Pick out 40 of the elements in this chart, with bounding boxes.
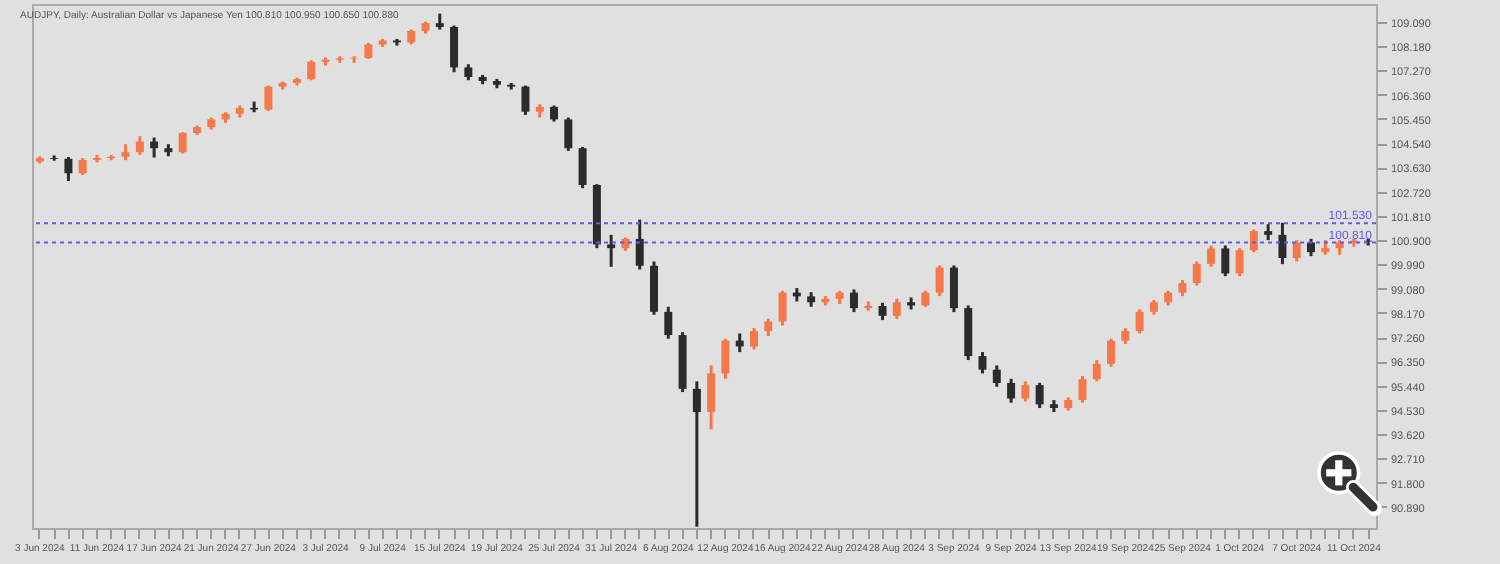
candlestick	[1278, 221, 1287, 266]
candlestick	[707, 363, 716, 431]
candlestick	[264, 84, 273, 113]
candlestick	[1192, 259, 1201, 287]
candlestick	[992, 363, 1001, 389]
candlestick	[949, 263, 958, 314]
candlestick	[721, 337, 730, 381]
candlestick	[1007, 377, 1016, 405]
candlestick	[50, 153, 59, 163]
candlestick	[1221, 243, 1230, 278]
candlestick	[450, 24, 459, 74]
candlestick	[1035, 381, 1044, 410]
candlestick	[521, 84, 530, 117]
candlestick	[1021, 379, 1030, 403]
candlestick	[64, 155, 73, 183]
candlestick	[1107, 337, 1116, 369]
candlestick	[749, 326, 758, 351]
candlestick	[664, 305, 673, 341]
candlestick	[1135, 307, 1144, 335]
candlestick	[607, 233, 616, 269]
candlestick	[178, 130, 187, 156]
candlestick	[135, 134, 144, 157]
candlestick	[307, 58, 316, 82]
candlestick	[778, 289, 787, 327]
candlestick	[892, 297, 901, 321]
candlestick	[650, 259, 659, 317]
candlestick	[564, 116, 573, 153]
candlestick	[1207, 243, 1216, 269]
candlestick	[849, 287, 858, 314]
candlestick	[1235, 246, 1244, 278]
candlestick	[1078, 374, 1087, 405]
candlestick	[978, 350, 987, 375]
candlestick	[935, 263, 944, 298]
candlestick	[635, 218, 644, 271]
candlestick	[578, 145, 587, 190]
candlestick	[964, 303, 973, 362]
candlestick	[1292, 238, 1301, 263]
candlestick	[150, 136, 159, 160]
candlestick	[1092, 358, 1101, 383]
candlestick	[692, 379, 701, 529]
